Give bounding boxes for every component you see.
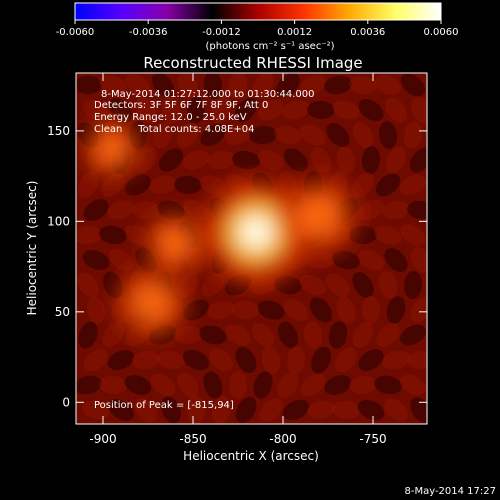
y-tick-label: 150	[47, 124, 70, 138]
source-core	[295, 192, 343, 240]
x-tick-label: -750	[359, 432, 386, 446]
colorbar-tick-label: -0.0036	[129, 27, 168, 38]
y-axis-label: Heliocentric Y (arcsec)	[25, 181, 39, 316]
heatmap-image	[76, 73, 427, 424]
annotation-detectors: Detectors: 3F 5F 6F 7F 8F 9F, Att 0	[94, 100, 268, 111]
y-tick-label: 0	[62, 395, 70, 409]
colorbar-tick-label: 0.0012	[277, 27, 312, 38]
peak-position-label: Position of Peak = [-815,94]	[94, 400, 234, 411]
footer-timestamp: 8-May-2014 17:27	[404, 486, 496, 497]
source-peak	[240, 216, 272, 248]
y-axis: 0 50 100 150	[47, 124, 427, 409]
y-tick-label: 100	[47, 214, 70, 228]
chart-title: Reconstructed RHESSI Image	[143, 54, 362, 72]
x-tick-label: -900	[89, 432, 116, 446]
annotation-time: 8-May-2014 01:27:12.000 to 01:30:44.000	[101, 89, 314, 100]
annotation-clean: Clean Total counts: 4.08E+04	[94, 124, 254, 135]
colorbar-tick-label: 0.0036	[350, 27, 385, 38]
colorbar-tick-label: -0.0012	[202, 27, 241, 38]
x-axis-label: Heliocentric X (arcsec)	[183, 449, 319, 463]
annotation-energy: Energy Range: 12.0 - 25.0 keV	[94, 112, 247, 123]
source-core	[154, 223, 196, 264]
colorbar-label: (photons cm⁻² s⁻¹ asec⁻²)	[205, 41, 334, 52]
source-core	[92, 129, 132, 169]
y-tick-label: 50	[55, 305, 70, 319]
x-tick-label: -800	[269, 432, 296, 446]
plot-frame	[75, 72, 428, 425]
colorbar-ticks: -0.0060 -0.0036 -0.0012 0.0012 0.0036 0.0060	[56, 20, 459, 38]
annotation-block: 8-May-2014 01:27:12.000 to 01:30:44.000 …	[94, 89, 314, 135]
source-core	[129, 280, 174, 326]
colorbar-tick-label: 0.0060	[424, 27, 459, 38]
colorbar	[74, 2, 442, 21]
x-axis: -900 -850 -800 -750	[89, 73, 387, 446]
colorbar-tick-label: -0.0060	[56, 27, 95, 38]
x-tick-label: -850	[179, 432, 206, 446]
